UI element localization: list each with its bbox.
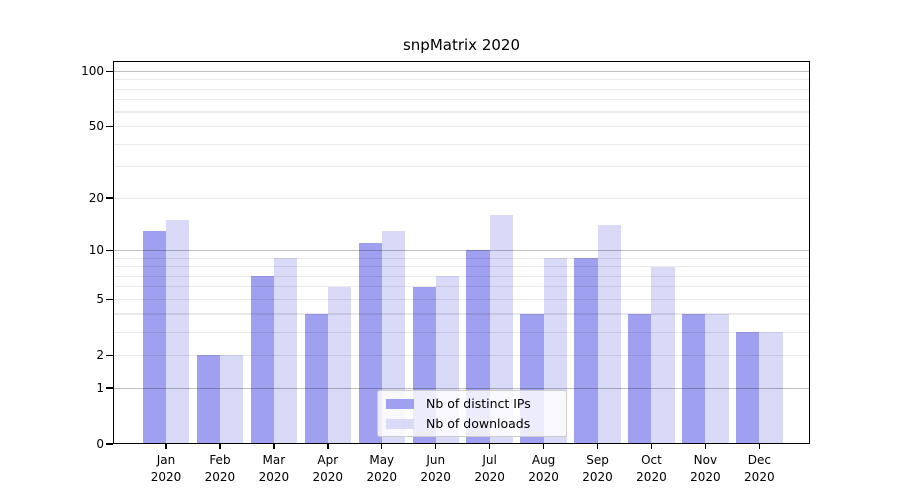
- x-tick-label-dec: Dec 2020: [744, 453, 775, 484]
- y-tick-2: [106, 354, 113, 356]
- minor-gridline-4: [113, 313, 810, 315]
- x-tick-label-jan: Jan 2020: [150, 453, 182, 484]
- legend-item-downloads: Nb of downloads: [386, 415, 566, 431]
- minor-gridline-70: [113, 99, 810, 101]
- y-tick-10: [106, 249, 113, 251]
- minor-gridline-20: [113, 197, 810, 199]
- bar-downloads-dec: [759, 332, 783, 444]
- x-tick-label-jul: Jul 2020: [474, 453, 505, 484]
- minor-gridline-2: [113, 354, 810, 356]
- bar-downloads-feb: [219, 355, 244, 444]
- y-tick-label-5: 5: [96, 292, 104, 307]
- x-tick-feb: [219, 444, 221, 449]
- legend-swatch-ips: [386, 398, 414, 409]
- x-tick-aug: [542, 444, 545, 449]
- x-tick-label-may: May 2020: [366, 453, 398, 484]
- legend: Nb of distinct IPs Nb of downloads: [377, 390, 567, 437]
- x-tick-dec: [758, 444, 761, 449]
- bar-downloads-oct: [651, 266, 675, 444]
- minor-gridline-60: [113, 111, 810, 113]
- bar-downloads-nov: [705, 314, 729, 444]
- minor-gridline-3: [113, 331, 810, 333]
- x-tick-mar: [273, 444, 275, 449]
- plot-area: [113, 61, 810, 444]
- minor-gridline-6: [113, 286, 810, 288]
- x-tick-label-nov: Nov 2020: [690, 453, 721, 484]
- x-tick-jan: [165, 444, 167, 449]
- legend-label-downloads: Nb of downloads: [426, 415, 531, 431]
- minor-gridline-80: [113, 88, 810, 90]
- bar-ips-feb: [196, 355, 220, 444]
- x-tick-label-aug: Aug 2020: [528, 453, 559, 484]
- bar-ips-mar: [250, 276, 274, 444]
- minor-gridline-8: [113, 266, 810, 268]
- x-tick-nov: [704, 444, 707, 449]
- minor-gridline-40: [113, 143, 810, 145]
- x-tick-apr: [327, 444, 329, 449]
- minor-gridline-7: [113, 275, 810, 277]
- x-tick-oct: [650, 444, 653, 449]
- bar-ips-apr: [304, 314, 328, 444]
- legend-label-ips: Nb of distinct IPs: [426, 395, 531, 411]
- y-tick-label-10: 10: [88, 243, 104, 258]
- x-tick-sep: [596, 444, 599, 449]
- y-tick-label-0: 0: [96, 437, 104, 451]
- y-tick-1: [106, 387, 113, 389]
- x-tick-label-feb: Feb 2020: [204, 453, 236, 484]
- bar-ips-nov: [682, 314, 706, 444]
- major-gridline-10: [113, 249, 810, 251]
- y-tick-label-2: 2: [96, 348, 104, 363]
- bar-ips-dec: [736, 332, 760, 444]
- y-tick-label-1: 1: [96, 381, 104, 395]
- y-tick-20: [106, 197, 113, 199]
- bar-ips-may: [358, 243, 382, 444]
- minor-gridline-30: [113, 166, 810, 168]
- y-tick-50: [106, 125, 113, 128]
- x-tick-label-jun: Jun 2020: [420, 453, 451, 484]
- bar-ips-jan: [142, 230, 166, 444]
- bar-downloads-jul: [489, 215, 513, 444]
- legend-item-ips: Nb of distinct IPs: [386, 395, 566, 411]
- major-gridline-1: [113, 387, 810, 389]
- minor-gridline-9: [113, 257, 810, 259]
- x-tick-label-oct: Oct 2020: [636, 453, 667, 484]
- chart-title: snpMatrix 2020: [402, 36, 520, 54]
- y-tick-label-100: 100: [81, 64, 104, 79]
- minor-gridline-50: [113, 125, 810, 127]
- bar-downloads-jan: [166, 220, 190, 444]
- bar-ips-sep: [574, 258, 598, 444]
- x-tick-jun: [435, 444, 437, 449]
- bar-ips-oct: [628, 314, 652, 444]
- x-tick-label-mar: Mar 2020: [258, 453, 290, 484]
- bar-downloads-sep: [597, 225, 621, 444]
- x-tick-label-apr: Apr 2020: [312, 453, 344, 484]
- y-tick-0: [106, 443, 113, 445]
- y-tick-5: [106, 298, 113, 300]
- x-tick-may: [381, 444, 383, 449]
- bar-downloads-apr: [327, 286, 351, 444]
- y-tick-100: [106, 70, 113, 72]
- x-tick-label-sep: Sep 2020: [582, 453, 613, 484]
- major-gridline-100: [113, 70, 810, 72]
- minor-gridline-5: [113, 298, 810, 300]
- legend-swatch-downloads: [386, 418, 414, 429]
- minor-gridline-90: [113, 79, 810, 81]
- y-tick-label-20: 20: [88, 191, 104, 206]
- bar-downloads-mar: [273, 258, 298, 444]
- x-tick-jul: [489, 444, 491, 449]
- y-tick-label-50: 50: [88, 119, 104, 134]
